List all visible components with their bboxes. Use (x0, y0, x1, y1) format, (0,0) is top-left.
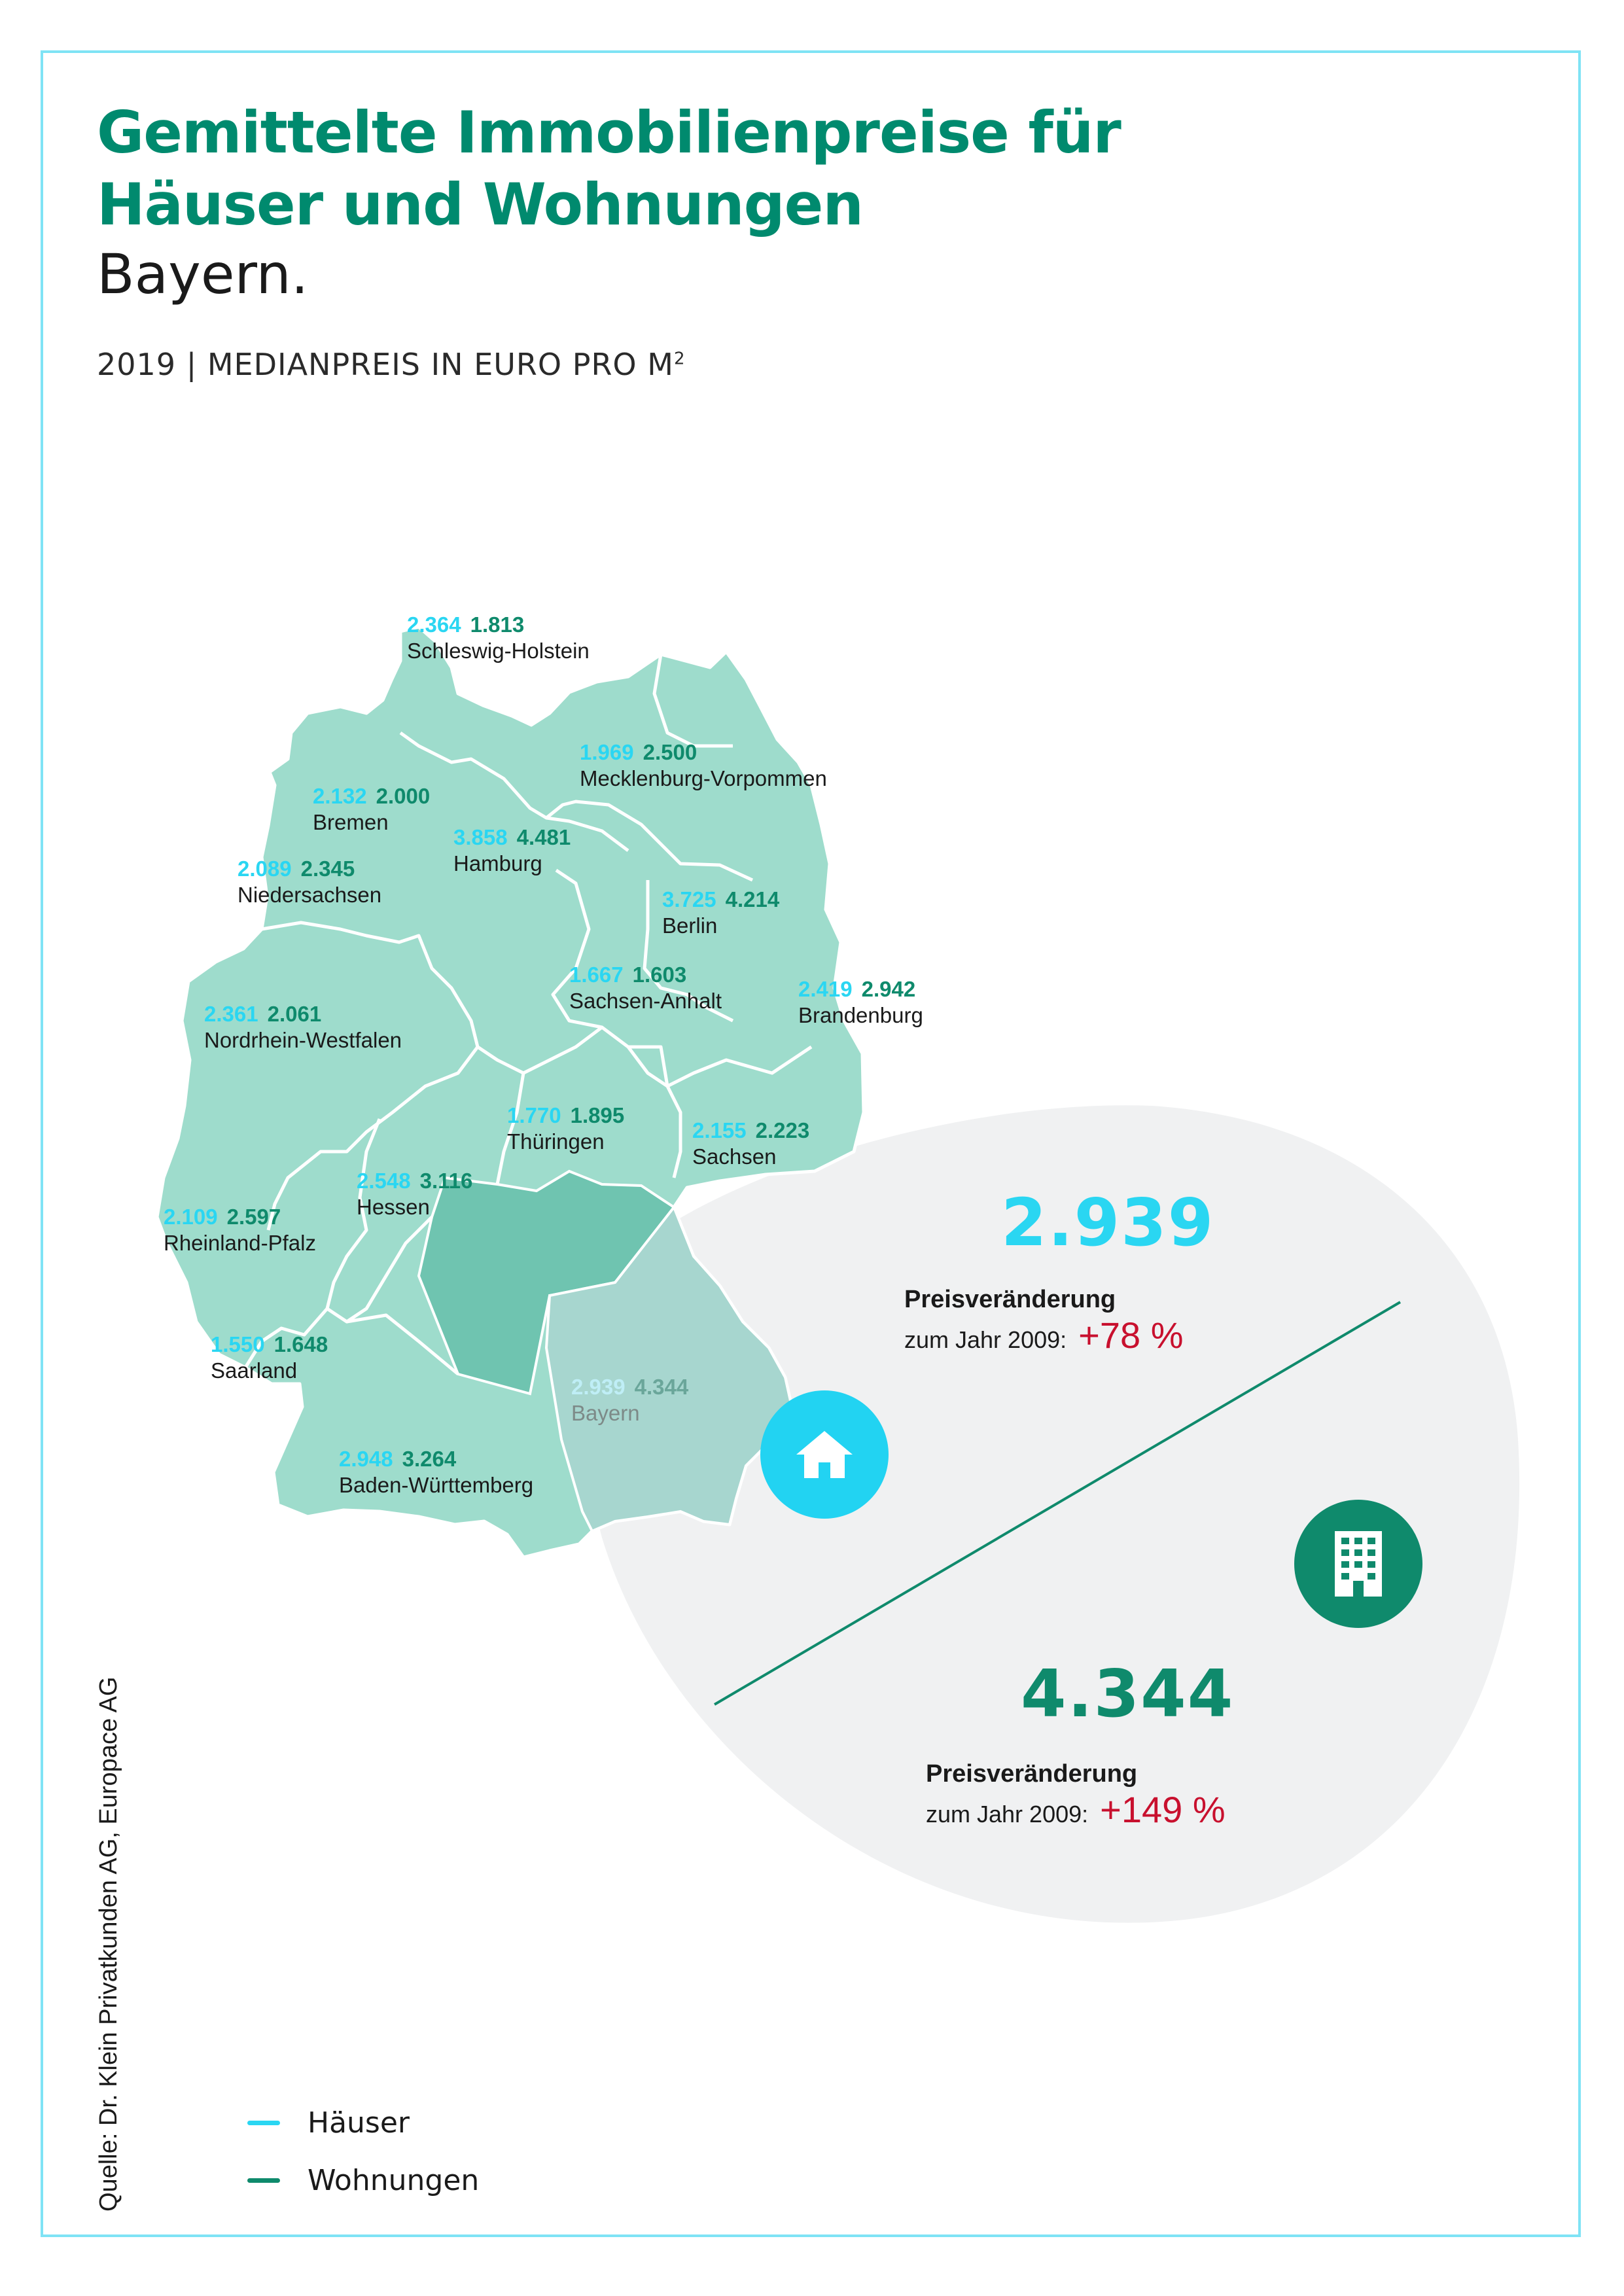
legend-swatch-haeuser (247, 2120, 280, 2125)
haeuser-change-label: Preisveränderung (904, 1286, 1116, 1313)
label-brandenburg: 2.419 2.942 Brandenburg (798, 977, 923, 1027)
label-sachsen: 2.155 2.223 Sachsen (692, 1118, 810, 1169)
region-title: Bayern. (97, 242, 309, 306)
legend-label-haeuser: Häuser (308, 2106, 410, 2140)
legend-label-wohnungen: Wohnungen (308, 2163, 480, 2197)
label-saarland: 1.550 1.648 Saarland (211, 1332, 328, 1383)
subtitle-metric: MEDIANPREIS IN EURO PRO M (207, 347, 674, 382)
haeuser-value: 2.939 (1001, 1184, 1215, 1261)
wohnungen-change-pct: +149 % (1100, 1789, 1226, 1830)
wohnungen-change-label: Preisveränderung (926, 1760, 1138, 1788)
apartment-building-icon (1294, 1500, 1422, 1628)
title-line-1: Gemittelte Immobilienpreise für (97, 99, 1121, 166)
label-schleswig-holstein: 2.364 1.813 Schleswig-Holstein (407, 612, 590, 663)
wohnungen-value: 4.344 (1021, 1655, 1235, 1732)
label-mecklenburg-vorpommen: 1.969 2.500 Mecklenburg-Vorpommen (580, 740, 827, 790)
label-hamburg: 3.858 4.481 Hamburg (453, 825, 571, 875)
label-bayern: 2.939 4.344 Bayern (571, 1375, 689, 1425)
state-boundaries (243, 654, 813, 1375)
subtitle-year: 2019 (97, 347, 177, 382)
subtitle: 2019 | MEDIANPREIS IN EURO PRO M2 (97, 347, 686, 382)
house-icon (760, 1390, 889, 1519)
title-line-2: Häuser und Wohnungen (97, 171, 864, 238)
subtitle-separator: | (186, 347, 198, 382)
label-berlin: 3.725 4.214 Berlin (662, 887, 780, 938)
label-nordrhein-westfalen: 2.361 2.061 Nordrhein-Westfalen (204, 1002, 402, 1052)
haeuser-change: Preisveränderung zum Jahr 2009: +78 % (904, 1286, 1183, 1356)
label-bremen: 2.132 2.000 Bremen (313, 784, 431, 834)
split-line (713, 1301, 1402, 1706)
label-baden-wuerttemberg: 2.948 3.264 Baden-Württemberg (339, 1447, 534, 1497)
bayern-region (544, 1205, 794, 1533)
label-rheinland-pfalz: 2.109 2.597 Rheinland-Pfalz (164, 1205, 316, 1255)
callout-bubble (589, 1105, 1520, 1923)
legend-item-haeuser: Häuser (247, 2094, 479, 2151)
page-frame (41, 50, 1581, 2237)
wohnungen-change: Preisveränderung zum Jahr 2009: +149 % (926, 1760, 1226, 1831)
haeuser-change-sub: zum Jahr 2009: (904, 1326, 1067, 1353)
legend: Häuser Wohnungen (247, 2094, 479, 2209)
page-title: Gemittelte Immobilienpreise für Häuser u… (97, 97, 1121, 241)
subtitle-unit: 2 (673, 349, 686, 369)
legend-item-wohnungen: Wohnungen (247, 2151, 479, 2209)
label-thueringen: 1.770 1.895 Thüringen (507, 1103, 625, 1154)
wohnungen-change-sub: zum Jahr 2009: (926, 1801, 1089, 1828)
source-note: Quelle: Dr. Klein Privatkunden AG, Europ… (95, 1676, 122, 2212)
haeuser-change-pct: +78 % (1078, 1315, 1184, 1356)
label-sachsen-anhalt: 1.667 1.603 Sachsen-Anhalt (569, 963, 722, 1013)
label-niedersachsen: 2.089 2.345 Niedersachsen (238, 857, 382, 907)
label-hessen: 2.548 3.116 Hessen (357, 1169, 473, 1219)
legend-swatch-wohnungen (247, 2178, 280, 2183)
